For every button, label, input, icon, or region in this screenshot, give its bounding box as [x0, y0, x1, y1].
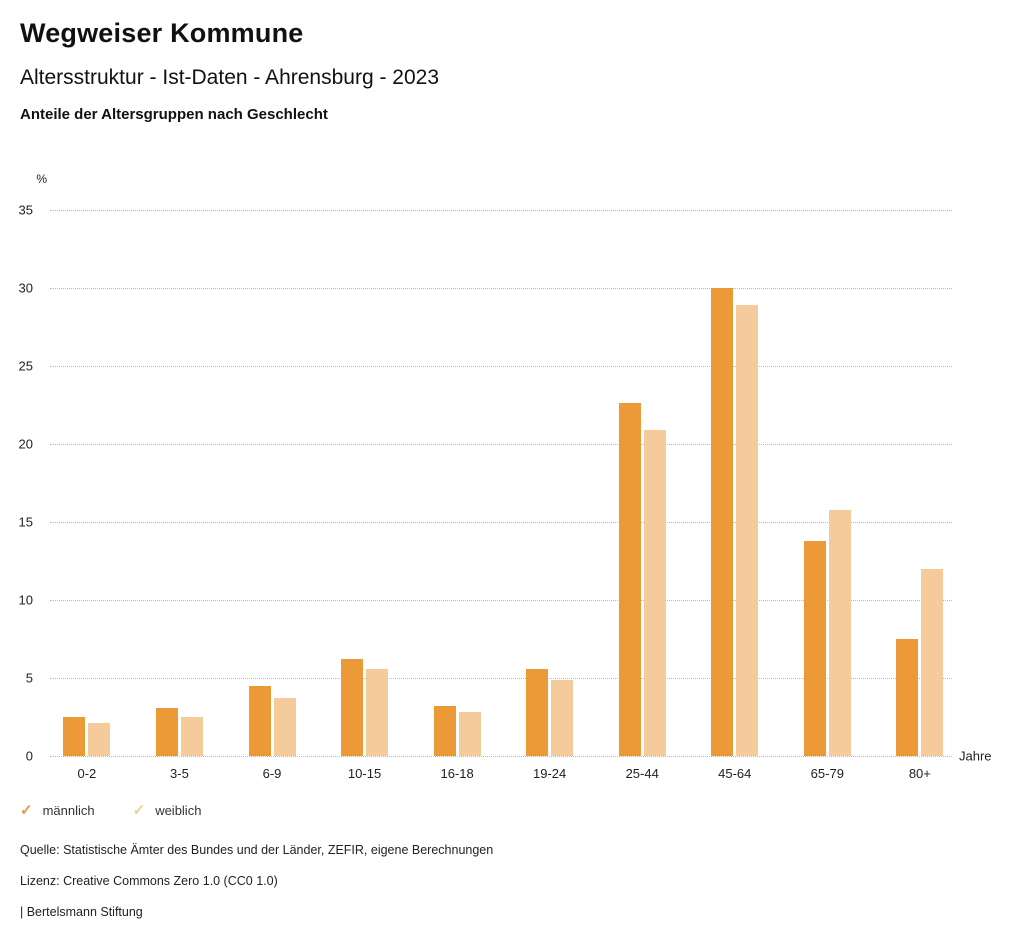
bar-maennlich-6-9[interactable]	[248, 685, 271, 756]
legend: ✓ männlich ✓ weiblich	[20, 803, 201, 818]
check-icon: ✓	[132, 802, 146, 819]
bar-maennlich-80-[interactable]	[896, 639, 919, 756]
x-tick-label-80-: 80+	[908, 766, 931, 781]
x-tick-label-3-5: 3-5	[170, 766, 189, 781]
bar-chart-plot-area: % Jahre 0 5 10 15 20 25 30 35 0-2 3-5 6-9 10-15 16-1…	[19, 172, 992, 781]
x-tick-label-10-15: 10-15	[347, 766, 382, 781]
bar-maennlich-10-15[interactable]	[341, 659, 364, 756]
y-tick-label-0: 0	[25, 748, 33, 764]
y-tick-label-10: 10	[18, 592, 33, 608]
x-tick-label-19-24: 19-24	[533, 766, 567, 781]
check-icon: ✓	[20, 802, 33, 819]
bar-weiblich-25-44[interactable]	[643, 429, 666, 756]
gridline-5	[50, 678, 952, 679]
y-tick-label-25: 25	[18, 358, 33, 374]
bar-maennlich-16-18[interactable]	[433, 706, 456, 756]
x-tick-label-6-9: 6-9	[262, 766, 282, 781]
y-tick-label-20: 20	[18, 436, 33, 452]
attribution-note: | Bertelsmann Stiftung	[20, 905, 143, 919]
bar-weiblich-10-15[interactable]	[366, 668, 389, 756]
gridline-10	[50, 600, 952, 601]
x-axis-unit-label: Jahre	[959, 748, 992, 764]
bar-maennlich-25-44[interactable]	[618, 403, 641, 756]
x-tick-label-16-18: 16-18	[440, 766, 474, 781]
bar-weiblich-65-79[interactable]	[828, 509, 851, 756]
x-tick-label-25-44: 25-44	[625, 766, 659, 781]
gridline-20	[50, 444, 952, 445]
gridline-25	[50, 366, 952, 367]
legend-item-maennlich[interactable]: ✓ männlich	[20, 803, 95, 818]
chart-title: Altersstruktur - Ist-Daten - Ahrensburg …	[20, 66, 440, 89]
y-tick-label-5: 5	[25, 670, 33, 686]
bar-weiblich-6-9[interactable]	[273, 698, 296, 756]
bar-weiblich-19-24[interactable]	[551, 679, 574, 756]
source-note: Quelle: Statistische Ämter des Bundes un…	[20, 843, 494, 857]
y-tick-label-30: 30	[18, 280, 33, 296]
gridline-30	[50, 288, 952, 289]
bar-maennlich-45-64[interactable]	[711, 288, 734, 756]
bar-weiblich-80-[interactable]	[921, 568, 944, 756]
gridline-0	[50, 756, 952, 757]
x-tick-label-65-79: 65-79	[810, 766, 844, 781]
legend-label: weiblich	[155, 803, 202, 818]
x-tick-label-0-2: 0-2	[77, 766, 97, 781]
bar-weiblich-45-64[interactable]	[736, 305, 759, 756]
bar-maennlich-3-5[interactable]	[155, 707, 178, 756]
bar-maennlich-0-2[interactable]	[63, 717, 86, 756]
license-note: Lizenz: Creative Commons Zero 1.0 (CC0 1…	[20, 874, 278, 888]
gridline-15	[50, 522, 952, 523]
bar-weiblich-16-18[interactable]	[458, 712, 481, 756]
bar-weiblich-3-5[interactable]	[180, 717, 203, 756]
x-tick-label-45-64: 45-64	[718, 766, 752, 781]
legend-item-weiblich[interactable]: ✓ weiblich	[133, 803, 202, 818]
bar-maennlich-65-79[interactable]	[803, 540, 826, 756]
legend-label: männlich	[42, 803, 95, 818]
gridline-35	[50, 210, 952, 211]
bar-maennlich-19-24[interactable]	[526, 668, 549, 756]
bar-weiblich-0-2[interactable]	[88, 723, 111, 756]
y-axis-unit-label: %	[36, 172, 47, 186]
chart-subtitle: Anteile der Altersgruppen nach Geschlech…	[20, 106, 328, 123]
y-tick-label-35: 35	[18, 202, 33, 218]
footer: Quelle: Statistische Ämter des Bundes un…	[20, 843, 493, 936]
app-title: Wegweiser Kommune	[20, 18, 304, 48]
y-tick-label-15: 15	[18, 514, 33, 530]
